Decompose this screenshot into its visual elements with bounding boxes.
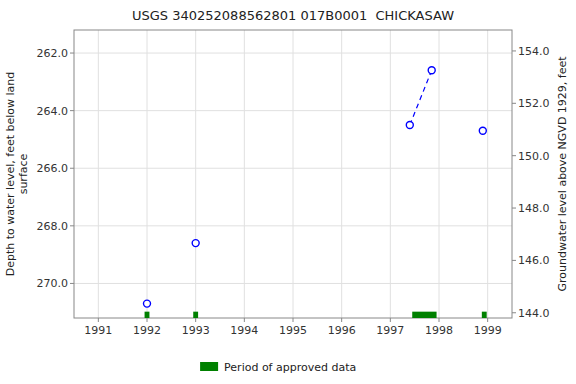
data-point bbox=[428, 67, 435, 74]
tick-x bbox=[98, 318, 99, 322]
plot-frame bbox=[74, 30, 512, 318]
tick-label-y2: 144.0 bbox=[518, 307, 550, 320]
approved-period bbox=[412, 312, 436, 318]
tick-label-y: 266.0 bbox=[37, 162, 69, 175]
grid-line-y bbox=[74, 53, 512, 54]
grid-line-y bbox=[74, 225, 512, 226]
data-point bbox=[479, 127, 486, 134]
background bbox=[0, 0, 576, 384]
approved-period bbox=[145, 312, 150, 318]
tick-y bbox=[70, 110, 74, 111]
tick-label-y: 268.0 bbox=[37, 220, 69, 233]
tick-label-x: 1992 bbox=[133, 324, 161, 337]
tick-label-x: 1995 bbox=[279, 324, 307, 337]
y-axis-label-line: surface bbox=[17, 153, 30, 194]
tick-x bbox=[244, 318, 245, 322]
tick-y bbox=[70, 53, 74, 54]
data-point bbox=[192, 240, 199, 247]
y-axis-label-line: Depth to water level, feet below land bbox=[4, 72, 17, 277]
data-point bbox=[144, 300, 151, 307]
data-point bbox=[406, 122, 413, 129]
approved-period bbox=[482, 312, 487, 318]
tick-label-y2: 146.0 bbox=[518, 254, 550, 267]
dashed-segment bbox=[410, 70, 432, 125]
tick-x bbox=[341, 318, 342, 322]
legend-label: Period of approved data bbox=[224, 361, 356, 374]
ticks: 1991 1992 1993 1994 1995 1996 1997 1998 1999 262.… bbox=[37, 45, 550, 337]
grid-line-x bbox=[147, 30, 148, 318]
chart: 1991 1992 1993 1994 1995 1996 1997 1998 1999 262.… bbox=[0, 0, 576, 384]
tick-y bbox=[70, 168, 74, 169]
tick-y2 bbox=[512, 50, 516, 51]
grid-line-x bbox=[244, 30, 245, 318]
tick-y bbox=[70, 225, 74, 226]
grid bbox=[74, 30, 512, 318]
tick-label-y: 270.0 bbox=[37, 277, 69, 290]
title: USGS 340252088562801 017B0001 CHICKASAW bbox=[132, 8, 454, 23]
tick-y2 bbox=[512, 260, 516, 261]
tick-x bbox=[439, 318, 440, 322]
tick-label-y2: 152.0 bbox=[518, 97, 550, 110]
tick-x bbox=[293, 318, 294, 322]
tick-x bbox=[195, 318, 196, 322]
tick-label-x: 1993 bbox=[182, 324, 210, 337]
grid-line-y bbox=[74, 283, 512, 284]
tick-label-y: 264.0 bbox=[37, 105, 69, 118]
tick-x bbox=[147, 318, 148, 322]
legend-swatch bbox=[200, 362, 218, 371]
grid-line-x bbox=[98, 30, 99, 318]
grid-line-x bbox=[390, 30, 391, 318]
grid-line-x bbox=[341, 30, 342, 318]
tick-y2 bbox=[512, 312, 516, 313]
grid-line-x bbox=[293, 30, 294, 318]
grid-line-x bbox=[487, 30, 488, 318]
tick-y2 bbox=[512, 155, 516, 156]
tick-x bbox=[487, 318, 488, 322]
tick-label-y2: 148.0 bbox=[518, 202, 550, 215]
tick-label-x: 1996 bbox=[328, 324, 356, 337]
tick-y2 bbox=[512, 208, 516, 209]
grid-line-x bbox=[439, 30, 440, 318]
grid-line-x bbox=[195, 30, 196, 318]
tick-label-x: 1997 bbox=[376, 324, 404, 337]
tick-label-x: 1999 bbox=[474, 324, 502, 337]
legend: Period of approved data bbox=[200, 361, 356, 374]
tick-y bbox=[70, 283, 74, 284]
tick-label-y2: 150.0 bbox=[518, 150, 550, 163]
tick-label-x: 1991 bbox=[84, 324, 112, 337]
tick-y2 bbox=[512, 103, 516, 104]
tick-label-x: 1994 bbox=[230, 324, 258, 337]
grid-line-y bbox=[74, 168, 512, 169]
tick-label-y2: 154.0 bbox=[518, 45, 550, 58]
marks bbox=[144, 67, 487, 318]
tick-label-x: 1998 bbox=[425, 324, 453, 337]
approved-period bbox=[193, 312, 198, 318]
y-axis-label: Depth to water level, feet below landsur… bbox=[4, 72, 30, 277]
tick-x bbox=[390, 318, 391, 322]
y2-axis-label: Groundwater level above NGVD 1929, feet bbox=[556, 56, 569, 292]
grid-line-y bbox=[74, 110, 512, 111]
tick-label-y: 262.0 bbox=[37, 47, 69, 60]
